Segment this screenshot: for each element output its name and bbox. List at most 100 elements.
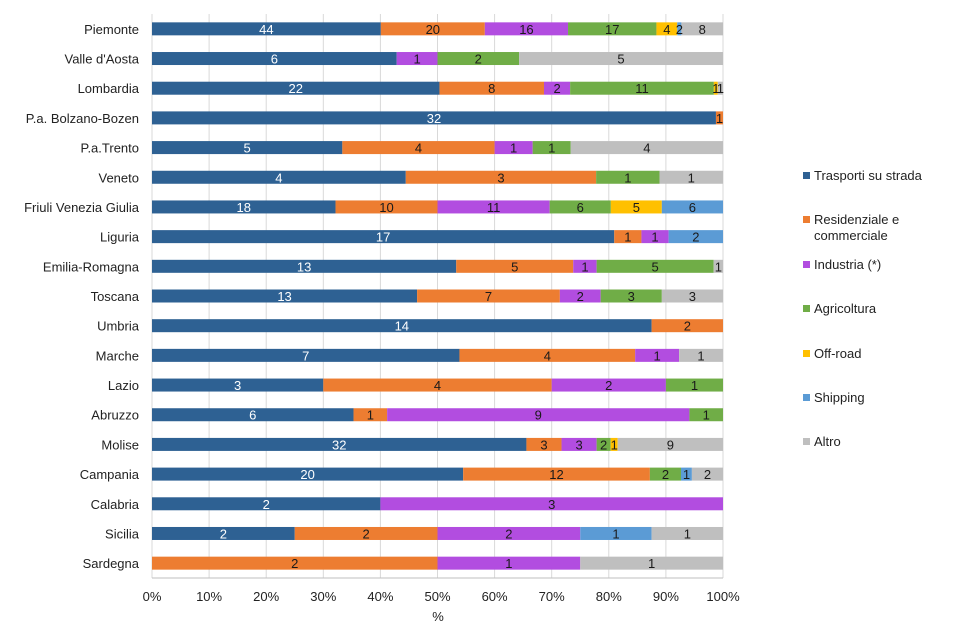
bar-segment xyxy=(551,378,666,392)
data-label: 4 xyxy=(434,378,441,393)
x-tick-label: 70% xyxy=(539,589,565,604)
region-label: Abruzzo xyxy=(91,408,139,423)
bar-segment xyxy=(417,289,560,303)
bar-segment xyxy=(152,259,457,273)
bar-segment xyxy=(680,467,692,481)
bar-segment xyxy=(152,289,418,303)
x-tick-label: 10% xyxy=(196,589,222,604)
bar-segment xyxy=(689,408,723,422)
region-label: Valle d'Aosta xyxy=(64,52,139,67)
bar-segment xyxy=(596,259,714,273)
bar-segment xyxy=(152,52,397,66)
data-label: 2 xyxy=(505,526,512,541)
x-axis-ticks: 0% 10% 20% 30% 40% 50% 60% 70% 80% 90% 100% xyxy=(143,589,740,604)
bar-segment xyxy=(152,378,324,392)
data-label: 2 xyxy=(692,230,699,245)
data-label: 1 xyxy=(413,52,420,67)
bar-segment xyxy=(665,378,723,392)
legend-label: Shipping xyxy=(814,390,865,405)
bar-segment xyxy=(600,289,662,303)
bar-segment xyxy=(532,141,571,155)
bar-segment xyxy=(641,230,669,244)
legend-label: Off-road xyxy=(814,346,861,361)
bar-segment xyxy=(573,259,597,273)
data-label: 1 xyxy=(684,526,691,541)
data-label: 18 xyxy=(237,200,251,215)
bar-segment xyxy=(543,81,571,95)
data-label: 2 xyxy=(291,556,298,571)
data-label: 3 xyxy=(497,170,504,185)
bar-segment xyxy=(152,408,354,422)
region-label: Lombardia xyxy=(78,81,140,96)
bar-segment xyxy=(463,467,650,481)
data-label: 9 xyxy=(667,437,674,452)
legend-swatch xyxy=(803,350,810,357)
bar-segment xyxy=(596,437,611,451)
data-label: 1 xyxy=(715,259,722,274)
legend-swatch xyxy=(803,438,810,445)
region-label: Toscana xyxy=(91,289,140,304)
bar-segment xyxy=(152,526,295,540)
data-label: 11 xyxy=(635,81,649,96)
bar-segment xyxy=(580,526,652,540)
x-axis-title: % xyxy=(432,609,444,624)
data-label: 4 xyxy=(643,141,650,156)
region-labels: Piemonte Valle d'Aosta Lombardia P.a. Bolza… xyxy=(24,22,140,571)
bar-segment xyxy=(651,526,723,540)
x-tick-label: 40% xyxy=(367,589,393,604)
bar-segment xyxy=(437,526,581,540)
bar-segment xyxy=(152,170,406,184)
data-label: 8 xyxy=(699,22,706,37)
bar-segment xyxy=(715,111,723,125)
legend-swatch xyxy=(803,305,810,312)
data-label: 17 xyxy=(605,22,619,37)
bar-segment xyxy=(152,111,716,125)
data-label: 5 xyxy=(244,141,251,156)
data-label: 2 xyxy=(220,526,227,541)
x-tick-label: 90% xyxy=(653,589,679,604)
region-label: Marche xyxy=(96,348,139,363)
bar-segment xyxy=(668,230,723,244)
bar-segment xyxy=(561,437,597,451)
bar-segment xyxy=(681,22,723,36)
data-label: 6 xyxy=(577,200,584,215)
bar-segment xyxy=(559,289,601,303)
data-label: 2 xyxy=(600,437,607,452)
bar-segment xyxy=(484,22,569,36)
bar-segment xyxy=(152,348,460,362)
data-label: 3 xyxy=(628,289,635,304)
data-label: 6 xyxy=(689,200,696,215)
region-label: Sardegna xyxy=(83,556,140,571)
data-label: 5 xyxy=(617,52,624,67)
x-tick-label: 20% xyxy=(253,589,279,604)
data-label: 1 xyxy=(612,526,619,541)
x-tick-label: 50% xyxy=(424,589,450,604)
legend-swatch xyxy=(803,216,810,223)
region-label: Umbria xyxy=(97,319,140,334)
legend-label: Industria (*) xyxy=(814,257,881,272)
data-label: 3 xyxy=(234,378,241,393)
bar-segment xyxy=(596,170,660,184)
data-label: 16 xyxy=(519,22,533,37)
data-label: 1 xyxy=(691,378,698,393)
data-label: 1 xyxy=(716,111,723,126)
data-label: 1 xyxy=(624,230,631,245)
bar-segment xyxy=(152,319,652,333)
data-label: 32 xyxy=(427,111,441,126)
bar-segment xyxy=(656,22,678,36)
bar-segment xyxy=(342,141,495,155)
data-label: 14 xyxy=(395,319,409,334)
data-label: 1 xyxy=(717,81,724,96)
region-label: P.a.Trento xyxy=(80,141,139,156)
data-label: 2 xyxy=(577,289,584,304)
bar-segment xyxy=(152,497,381,511)
bar-segment xyxy=(717,81,723,95)
bar-segment xyxy=(335,200,438,214)
bar-segment xyxy=(353,408,388,422)
bar-segment xyxy=(437,556,581,570)
bar-segment xyxy=(437,200,550,214)
data-label: 4 xyxy=(663,22,670,37)
data-label: 4 xyxy=(275,170,282,185)
legend-label: Residenziale e commerciale xyxy=(814,212,899,243)
data-label: 3 xyxy=(689,289,696,304)
